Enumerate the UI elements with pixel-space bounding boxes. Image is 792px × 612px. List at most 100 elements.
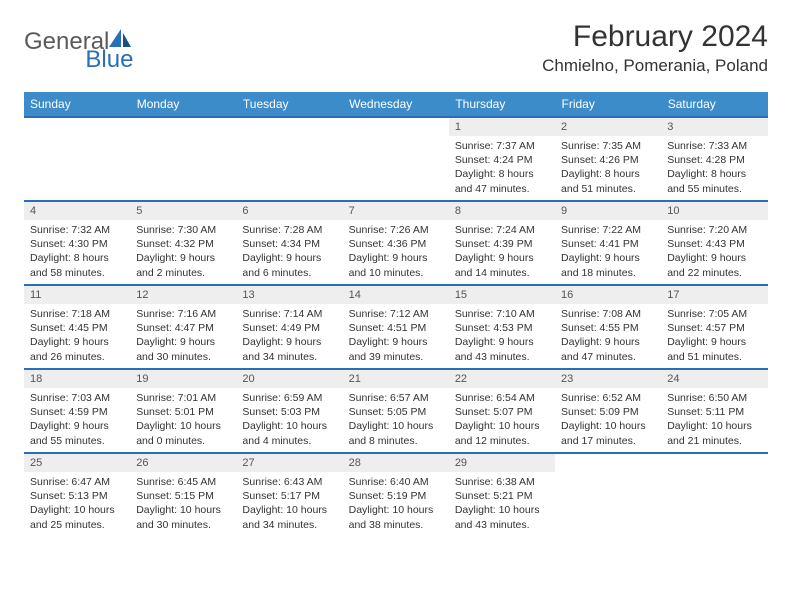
- sunrise-text: Sunrise: 7:14 AM: [242, 307, 336, 321]
- day-details: Sunrise: 7:35 AMSunset: 4:26 PMDaylight:…: [555, 136, 661, 200]
- sunset-text: Sunset: 4:53 PM: [455, 321, 549, 335]
- day-number: 23: [555, 370, 661, 388]
- calendar-day-cell: 28Sunrise: 6:40 AMSunset: 5:19 PMDayligh…: [343, 453, 449, 537]
- day-number: 27: [236, 454, 342, 472]
- day-details: Sunrise: 7:30 AMSunset: 4:32 PMDaylight:…: [130, 220, 236, 284]
- sunrise-text: Sunrise: 7:28 AM: [242, 223, 336, 237]
- daylight-text-2: and 17 minutes.: [561, 434, 655, 448]
- daylight-text-2: and 10 minutes.: [349, 266, 443, 280]
- calendar-day-cell: 18Sunrise: 7:03 AMSunset: 4:59 PMDayligh…: [24, 369, 130, 453]
- day-number: 19: [130, 370, 236, 388]
- daylight-text-2: and 12 minutes.: [455, 434, 549, 448]
- calendar-day-cell: [236, 117, 342, 201]
- day-details: Sunrise: 7:33 AMSunset: 4:28 PMDaylight:…: [661, 136, 767, 200]
- calendar-day-cell: 23Sunrise: 6:52 AMSunset: 5:09 PMDayligh…: [555, 369, 661, 453]
- daylight-text-2: and 34 minutes.: [242, 350, 336, 364]
- daylight-text-1: Daylight: 9 hours: [561, 251, 655, 265]
- sunrise-text: Sunrise: 6:45 AM: [136, 475, 230, 489]
- calendar-day-cell: 1Sunrise: 7:37 AMSunset: 4:24 PMDaylight…: [449, 117, 555, 201]
- daylight-text-2: and 58 minutes.: [30, 266, 124, 280]
- day-number: 11: [24, 286, 130, 304]
- calendar-day-cell: [661, 453, 767, 537]
- day-details: Sunrise: 7:37 AMSunset: 4:24 PMDaylight:…: [449, 136, 555, 200]
- sunrise-text: Sunrise: 6:38 AM: [455, 475, 549, 489]
- day-header: Sunday: [24, 92, 130, 117]
- daylight-text-1: Daylight: 9 hours: [30, 335, 124, 349]
- daylight-text-1: Daylight: 10 hours: [136, 503, 230, 517]
- day-number: 3: [661, 118, 767, 136]
- calendar-day-cell: 16Sunrise: 7:08 AMSunset: 4:55 PMDayligh…: [555, 285, 661, 369]
- day-number: 4: [24, 202, 130, 220]
- day-number: 20: [236, 370, 342, 388]
- day-details: Sunrise: 6:50 AMSunset: 5:11 PMDaylight:…: [661, 388, 767, 452]
- day-details: Sunrise: 7:14 AMSunset: 4:49 PMDaylight:…: [236, 304, 342, 368]
- sunset-text: Sunset: 5:19 PM: [349, 489, 443, 503]
- sunset-text: Sunset: 4:59 PM: [30, 405, 124, 419]
- sunset-text: Sunset: 4:57 PM: [667, 321, 761, 335]
- sunrise-text: Sunrise: 6:57 AM: [349, 391, 443, 405]
- day-details: Sunrise: 7:18 AMSunset: 4:45 PMDaylight:…: [24, 304, 130, 368]
- sunrise-text: Sunrise: 7:05 AM: [667, 307, 761, 321]
- daylight-text-1: Daylight: 9 hours: [455, 251, 549, 265]
- sunrise-text: Sunrise: 7:35 AM: [561, 139, 655, 153]
- calendar-week-row: 4Sunrise: 7:32 AMSunset: 4:30 PMDaylight…: [24, 201, 768, 285]
- day-number: 16: [555, 286, 661, 304]
- sunset-text: Sunset: 4:45 PM: [30, 321, 124, 335]
- daylight-text-1: Daylight: 10 hours: [561, 419, 655, 433]
- calendar-week-row: 25Sunrise: 6:47 AMSunset: 5:13 PMDayligh…: [24, 453, 768, 537]
- title-area: February 2024 Chmielno, Pomerania, Polan…: [542, 20, 768, 76]
- daylight-text-2: and 55 minutes.: [30, 434, 124, 448]
- sunset-text: Sunset: 5:15 PM: [136, 489, 230, 503]
- calendar-day-cell: 19Sunrise: 7:01 AMSunset: 5:01 PMDayligh…: [130, 369, 236, 453]
- calendar-day-cell: [24, 117, 130, 201]
- calendar-day-cell: [343, 117, 449, 201]
- day-header: Thursday: [449, 92, 555, 117]
- day-details: Sunrise: 6:40 AMSunset: 5:19 PMDaylight:…: [343, 472, 449, 536]
- daylight-text-1: Daylight: 9 hours: [349, 335, 443, 349]
- daylight-text-1: Daylight: 8 hours: [455, 167, 549, 181]
- daylight-text-2: and 22 minutes.: [667, 266, 761, 280]
- calendar-week-row: 11Sunrise: 7:18 AMSunset: 4:45 PMDayligh…: [24, 285, 768, 369]
- day-number: 9: [555, 202, 661, 220]
- calendar-week-row: 1Sunrise: 7:37 AMSunset: 4:24 PMDaylight…: [24, 117, 768, 201]
- day-header: Tuesday: [236, 92, 342, 117]
- daylight-text-1: Daylight: 10 hours: [242, 419, 336, 433]
- sunrise-text: Sunrise: 7:16 AM: [136, 307, 230, 321]
- day-details: Sunrise: 7:24 AMSunset: 4:39 PMDaylight:…: [449, 220, 555, 284]
- calendar-day-cell: 13Sunrise: 7:14 AMSunset: 4:49 PMDayligh…: [236, 285, 342, 369]
- daylight-text-1: Daylight: 10 hours: [349, 503, 443, 517]
- sunrise-text: Sunrise: 7:03 AM: [30, 391, 124, 405]
- daylight-text-2: and 8 minutes.: [349, 434, 443, 448]
- header: General Blue February 2024 Chmielno, Pom…: [24, 20, 768, 76]
- day-number: 13: [236, 286, 342, 304]
- sunset-text: Sunset: 4:39 PM: [455, 237, 549, 251]
- daylight-text-2: and 30 minutes.: [136, 350, 230, 364]
- sunrise-text: Sunrise: 7:26 AM: [349, 223, 443, 237]
- day-details: Sunrise: 6:57 AMSunset: 5:05 PMDaylight:…: [343, 388, 449, 452]
- daylight-text-2: and 34 minutes.: [242, 518, 336, 532]
- day-number: 7: [343, 202, 449, 220]
- day-details: Sunrise: 7:26 AMSunset: 4:36 PMDaylight:…: [343, 220, 449, 284]
- calendar-day-cell: 8Sunrise: 7:24 AMSunset: 4:39 PMDaylight…: [449, 201, 555, 285]
- sunrise-text: Sunrise: 6:43 AM: [242, 475, 336, 489]
- day-details: Sunrise: 6:43 AMSunset: 5:17 PMDaylight:…: [236, 472, 342, 536]
- calendar-day-cell: 17Sunrise: 7:05 AMSunset: 4:57 PMDayligh…: [661, 285, 767, 369]
- day-header: Wednesday: [343, 92, 449, 117]
- day-number: 15: [449, 286, 555, 304]
- calendar-day-cell: 3Sunrise: 7:33 AMSunset: 4:28 PMDaylight…: [661, 117, 767, 201]
- day-details: Sunrise: 6:38 AMSunset: 5:21 PMDaylight:…: [449, 472, 555, 536]
- calendar-day-cell: 14Sunrise: 7:12 AMSunset: 4:51 PMDayligh…: [343, 285, 449, 369]
- daylight-text-2: and 43 minutes.: [455, 350, 549, 364]
- daylight-text-2: and 51 minutes.: [667, 350, 761, 364]
- daylight-text-2: and 47 minutes.: [561, 350, 655, 364]
- sunrise-text: Sunrise: 7:01 AM: [136, 391, 230, 405]
- day-details: Sunrise: 6:45 AMSunset: 5:15 PMDaylight:…: [130, 472, 236, 536]
- day-number: 22: [449, 370, 555, 388]
- daylight-text-1: Daylight: 9 hours: [136, 335, 230, 349]
- day-number: 12: [130, 286, 236, 304]
- calendar-day-cell: 2Sunrise: 7:35 AMSunset: 4:26 PMDaylight…: [555, 117, 661, 201]
- location: Chmielno, Pomerania, Poland: [542, 56, 768, 76]
- sunset-text: Sunset: 5:11 PM: [667, 405, 761, 419]
- sunrise-text: Sunrise: 7:22 AM: [561, 223, 655, 237]
- calendar-day-cell: 26Sunrise: 6:45 AMSunset: 5:15 PMDayligh…: [130, 453, 236, 537]
